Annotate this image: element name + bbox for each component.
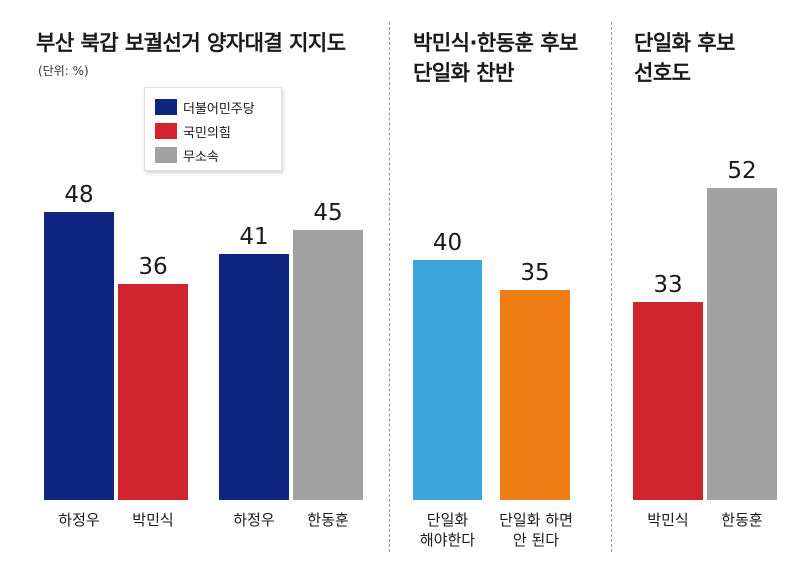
category-label-line: 안 된다 [512,531,560,549]
bar [219,254,289,500]
panel3-title-line1: 단일화 후보 [634,31,735,55]
bar [500,290,570,500]
legend-label-ppp: 국민의힘 [183,125,231,141]
bar [413,260,482,500]
bar [44,212,114,500]
legend-label-independent: 무소속 [183,149,219,165]
legend: 더불어민주당 국민의힘 무소속 [144,87,282,171]
legend-swatch-independent [155,147,177,163]
panel2-title: 박민식·한동훈 후보 단일화 찬반 [413,28,578,88]
divider-1 [389,22,390,552]
category-label: 박민식 [647,511,689,529]
bar-value-label: 52 [727,158,756,184]
legend-swatch-democratic [155,99,177,115]
category-label: 단일화 해야한다 [413,510,482,550]
bar [293,230,363,500]
category-label: 한동훈 [721,511,763,529]
legend-label-democratic: 더불어민주당 [183,101,255,117]
bar-value-label: 45 [313,200,342,226]
bar [633,302,703,500]
legend-item-ppp: 국민의힘 [155,119,281,143]
legend-swatch-ppp [155,123,177,139]
panel3-title-line2: 선호도 [634,61,691,85]
panel2-title-line1: 박민식·한동훈 후보 [413,31,578,55]
bar [707,188,777,500]
category-label: 단일화 하면 안 된다 [488,510,584,550]
bar-value-label: 36 [138,254,167,280]
divider-2 [611,22,612,552]
panel1-title: 부산 북갑 보궐선거 양자대결 지지도 [36,31,346,55]
category-label: 하정우 [233,511,275,529]
category-label-line: 단일화 하면 [499,511,573,529]
category-label-line: 해야한다 [419,531,476,549]
category-label-line: 단일화 [426,511,469,529]
bar [118,284,188,500]
category-label: 박민식 [132,511,174,529]
bar-value-label: 40 [433,230,462,256]
category-label: 하정우 [58,511,100,529]
bar-value-label: 35 [520,260,549,286]
legend-item-democratic: 더불어민주당 [155,95,281,119]
panel3-title: 단일화 후보 선호도 [634,28,735,88]
unit-label: (단위: %) [38,64,89,78]
panel2-title-line2: 단일화 찬반 [413,61,514,85]
bar-value-label: 33 [653,272,682,298]
category-label: 한동훈 [307,511,349,529]
bar-value-label: 41 [239,224,268,250]
bar-value-label: 48 [64,182,93,208]
legend-item-independent: 무소속 [155,143,281,167]
